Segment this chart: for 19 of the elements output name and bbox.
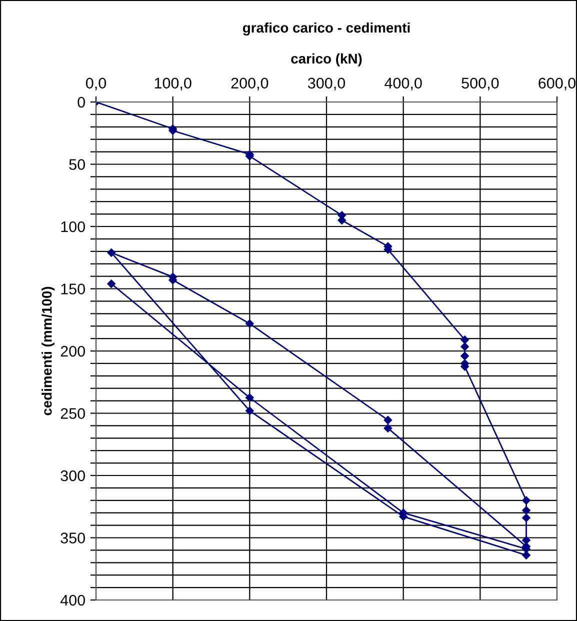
x-tick-label: 100,0 [154,78,192,90]
x-tick-label: 500,0 [462,78,499,90]
y-tick-label: 100 [61,221,85,232]
y-tick-label: 200 [60,346,85,357]
x-axis-title: carico (kN) [291,53,362,66]
y-tick-label: 50 [69,159,85,170]
y-tick-label: 350 [60,532,85,544]
y-tick-label: 150 [61,284,85,294]
x-tick-label: 0,0 [86,78,106,90]
x-tick-label: 600,0 [538,78,576,90]
x-tick-label: 300,0 [308,78,346,90]
y-axis-title: cedimenti (mm/100) [42,286,55,416]
y-tick-label: 0 [78,96,85,108]
x-tick-label: 200,0 [231,78,268,90]
x-tick-label: 400,0 [384,78,422,90]
y-tick-label: 300 [60,470,85,482]
y-tick-label: 250 [60,408,85,419]
chart-title: grafico carico - cedimenti [242,22,410,36]
y-tick-label: 400 [60,594,85,606]
